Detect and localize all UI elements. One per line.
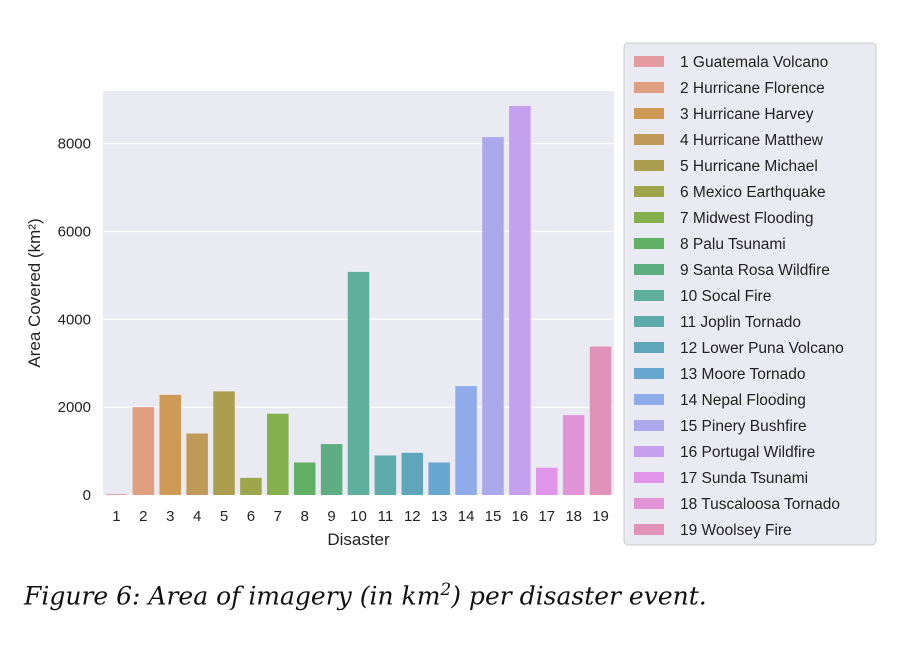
legend-swatch: [634, 498, 664, 509]
x-tick-label: 19: [592, 508, 609, 525]
legend-swatch: [634, 82, 664, 93]
x-tick-label: 17: [538, 508, 555, 525]
caption-text-end: ) per disaster event.: [451, 581, 707, 611]
y-tick-label: 8000: [58, 136, 91, 153]
legend-entry: 7 Midwest Flooding: [680, 210, 814, 227]
legend-swatch: [634, 342, 664, 353]
y-tick-labels: 0 2000 4000 6000 8000: [58, 136, 91, 504]
legend-swatch: [634, 290, 664, 301]
x-tick-label: 11: [378, 508, 394, 525]
bar: [213, 391, 235, 495]
bar: [536, 467, 558, 495]
legend-swatch: [634, 238, 664, 249]
bar: [240, 477, 262, 495]
legend-entry: 1 Guatemala Volcano: [680, 54, 828, 71]
bar: [267, 413, 289, 495]
bar: [509, 105, 531, 496]
bar: [455, 386, 477, 495]
legend-swatch: [634, 316, 664, 327]
legend-entry: 13 Moore Tornado: [680, 366, 806, 383]
legend-swatch: [634, 368, 664, 379]
legend-swatch: [634, 524, 664, 535]
legend-entry: 6 Mexico Earthquake: [680, 184, 826, 201]
legend-entry: 3 Hurricane Harvey: [680, 106, 814, 123]
legend-swatch: [634, 212, 664, 223]
y-tick-label: 2000: [58, 399, 91, 416]
legend-entry: 5 Hurricane Michael: [680, 158, 818, 175]
legend: 1 Guatemala Volcano 2 Hurricane Florence 3…: [623, 42, 877, 546]
legend-box: [623, 42, 877, 546]
legend-swatch: [634, 160, 664, 171]
legend-entry: 12 Lower Puna Volcano: [680, 340, 844, 357]
legend-entry: 19 Woolsey Fire: [680, 522, 792, 539]
legend-entry: 2 Hurricane Florence: [680, 80, 825, 97]
legend-swatch: [634, 56, 664, 67]
caption-exponent: 2: [440, 580, 452, 600]
y-axis-label: Area Covered (km²): [25, 218, 44, 367]
legend-entry: 8 Palu Tsunami: [680, 236, 786, 253]
legend-swatch: [634, 446, 664, 457]
y-tick-label: 4000: [58, 311, 91, 328]
legend-swatch: [634, 394, 664, 405]
bar: [320, 444, 343, 495]
x-tick-label: 18: [565, 508, 582, 525]
y-tick-label: 6000: [58, 224, 91, 241]
x-tick-label: 6: [247, 508, 255, 525]
x-tick-label: 4: [193, 508, 201, 525]
x-tick-label: 13: [431, 508, 448, 525]
bar: [589, 346, 612, 495]
legend-entry: 15 Pinery Bushfire: [680, 418, 807, 435]
bar: [401, 452, 424, 495]
legend-swatch: [634, 186, 664, 197]
legend-entry: 11 Joplin Tornado: [680, 314, 801, 331]
y-tick-label: 0: [83, 487, 91, 504]
x-tick-label: 7: [274, 508, 282, 525]
legend-entry: 14 Nepal Flooding: [680, 392, 806, 409]
bar: [374, 455, 397, 495]
legend-entry: 9 Santa Rosa Wildfire: [680, 262, 830, 279]
caption-text: Figure 6: Area of imagery (in km: [24, 581, 441, 611]
bar: [293, 462, 316, 495]
bar: [347, 271, 370, 495]
x-tick-label: 9: [327, 508, 335, 525]
legend-swatch: [634, 134, 664, 145]
bar: [186, 433, 208, 495]
legend-entry: 16 Portugal Wildfire: [680, 444, 815, 461]
x-axis-label: Disaster: [327, 530, 390, 549]
bar: [482, 137, 504, 495]
figure-caption: Figure 6: Area of imagery (in km2) per d…: [24, 580, 904, 610]
x-tick-label: 5: [220, 508, 228, 525]
x-tick-label: 3: [166, 508, 174, 525]
x-tick-labels: 1 2 3 4 5 6 7 8 9 10 11 12 13 14 15 16 17 18 19: [112, 508, 609, 525]
x-tick-label: 8: [301, 508, 309, 525]
x-tick-label: 14: [458, 508, 475, 525]
bar: [105, 494, 128, 495]
legend-entry: 10 Socal Fire: [680, 288, 771, 305]
legend-swatch: [634, 264, 664, 275]
x-tick-label: 10: [350, 508, 367, 525]
legend-entry: 18 Tuscaloosa Tornado: [680, 496, 840, 513]
legend-entry: 4 Hurricane Matthew: [680, 132, 824, 149]
x-tick-label: 1: [112, 508, 120, 525]
legend-swatch: [634, 108, 664, 119]
legend-swatch: [634, 420, 664, 431]
bar: [132, 407, 155, 495]
bar: [159, 394, 181, 495]
bar: [562, 415, 585, 495]
bars: [105, 105, 612, 496]
legend-entry: 17 Sunda Tsunami: [680, 470, 808, 487]
bar: [428, 462, 450, 495]
x-tick-label: 16: [512, 508, 529, 525]
x-tick-label: 15: [485, 508, 502, 525]
legend-swatch: [634, 472, 664, 483]
x-tick-label: 2: [139, 508, 147, 525]
x-tick-label: 12: [404, 508, 421, 525]
